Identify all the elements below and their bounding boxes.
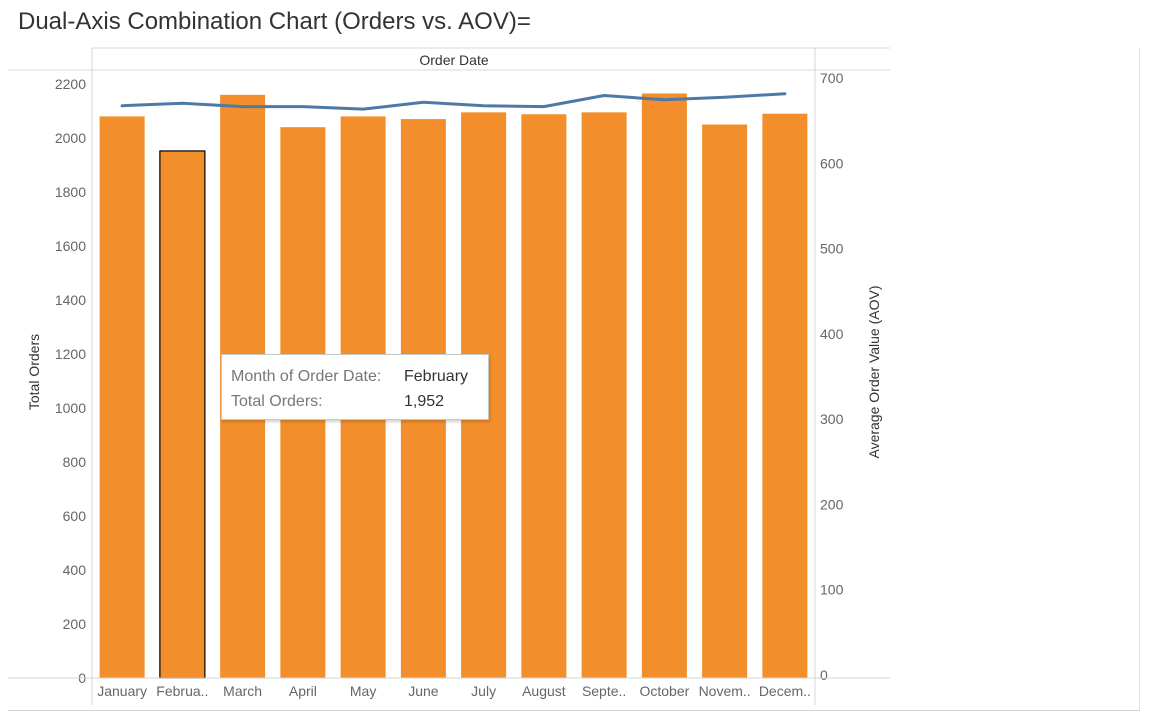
left-tick-label: 800: [63, 454, 87, 470]
x-tick-label: Novem..: [699, 683, 751, 699]
x-tick-label: Decem..: [759, 683, 811, 699]
bar-october: [641, 93, 687, 678]
tooltip-month-value: February: [404, 368, 469, 385]
tooltip-row-orders: Total Orders:: [231, 393, 323, 411]
tooltip-orders-value: 1,952: [404, 393, 445, 410]
x-tick-label: July: [471, 683, 496, 699]
left-tick-label: 1200: [55, 346, 86, 362]
left-tick-label: 2000: [55, 130, 86, 146]
left-y-axis: 0200400600800100012001400160018002000220…: [55, 76, 86, 686]
x-tick-label: May: [350, 683, 376, 699]
x-tick-label: Septe..: [582, 683, 626, 699]
x-tick-label: Februa..: [156, 683, 208, 699]
bar-september: [581, 112, 627, 679]
left-tick-label: 1400: [55, 292, 86, 308]
x-tick-label: October: [639, 683, 689, 699]
bar-november: [702, 124, 748, 678]
left-tick-label: 400: [63, 562, 87, 578]
chart-frame-bottom: [8, 710, 1140, 711]
x-tick-label: August: [522, 683, 566, 699]
x-axis: January Februa.. March April May June July Augu…: [97, 683, 811, 699]
right-tick-label: 100: [820, 582, 844, 598]
right-tick-label: 0: [820, 667, 828, 683]
right-tick-label: 300: [820, 411, 844, 427]
right-tick-label: 700: [820, 70, 844, 86]
bar-august: [521, 114, 567, 679]
bar-series: [99, 93, 808, 679]
x-tick-label: March: [223, 683, 262, 699]
tooltip-month-key: Month of Order Date:: [231, 368, 382, 385]
line-series: [120, 92, 787, 111]
aov-line: [120, 92, 787, 111]
right-tick-label: 400: [820, 326, 844, 342]
x-tick-label: June: [408, 683, 439, 699]
bar-december: [762, 113, 808, 678]
right-tick-label: 500: [820, 241, 844, 257]
x-tick-label: January: [97, 683, 147, 699]
right-axis-title: Average Order Value (AOV): [866, 285, 882, 458]
left-tick-label: 1600: [55, 238, 86, 254]
bar-january: [99, 116, 145, 678]
chart-frame-right: [1139, 48, 1140, 711]
left-axis-title: Total Orders: [26, 334, 42, 410]
tooltip-orders-key: Total Orders:: [231, 393, 323, 410]
x-tick-label: April: [289, 683, 317, 699]
column-header-label: Order Date: [419, 52, 488, 68]
left-tick-label: 600: [63, 508, 87, 524]
tooltip-row-month: Month of Order Date:: [231, 368, 381, 386]
bar-february: [159, 150, 206, 679]
left-tick-label: 2200: [55, 76, 86, 92]
left-tick-label: 200: [63, 616, 87, 632]
right-y-axis: 0 100 200 300 400 500 600 700: [820, 70, 844, 683]
chart-title: Dual-Axis Combination Chart (Orders vs. …: [18, 8, 531, 35]
left-tick-label: 1800: [55, 184, 86, 200]
tooltip: Month of Order Date: February Total Orde…: [221, 354, 489, 420]
right-tick-label: 600: [820, 155, 844, 171]
left-tick-label: 1000: [55, 400, 86, 416]
right-tick-label: 200: [820, 496, 844, 512]
